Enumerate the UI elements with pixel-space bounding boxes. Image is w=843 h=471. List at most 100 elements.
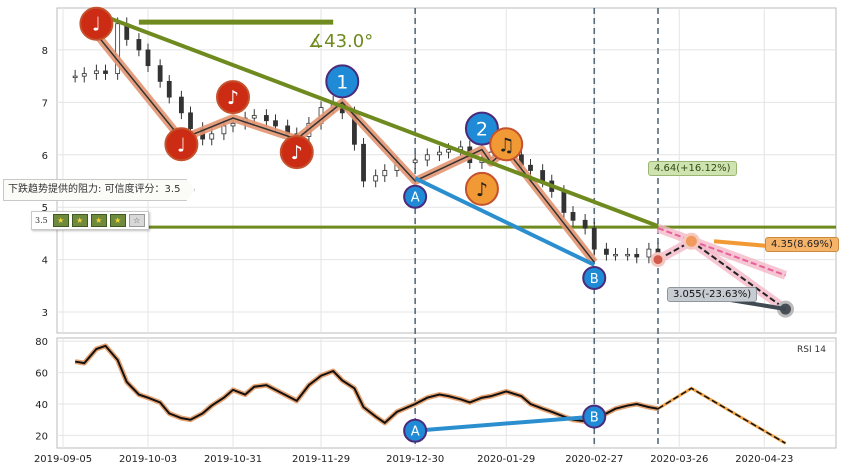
x-tick-label: 2019-12-30 (386, 454, 444, 465)
empty-star-icon: ☆ (128, 214, 145, 227)
pattern-marker-label: ♫ (498, 134, 515, 156)
candle-body (373, 175, 379, 182)
confidence-rating: 3.5 ★ ★ ★ ★ ☆ (31, 211, 149, 230)
x-tick-label: 2020-01-29 (477, 454, 535, 465)
target-low-badge: 3.055(-23.63%) (667, 287, 758, 302)
candle-body (646, 248, 652, 258)
candle-body (446, 149, 451, 153)
candle-body (93, 70, 99, 74)
pattern-marker (164, 127, 199, 162)
candle-body (251, 115, 257, 119)
candle-body (81, 73, 87, 77)
candle-body (103, 70, 108, 74)
candle-body (570, 212, 576, 221)
target-mid-arrow (713, 239, 769, 248)
candle-body (634, 253, 640, 258)
candle-body (361, 143, 366, 182)
y-tick-label: 6 (42, 151, 48, 162)
pattern-marker (216, 80, 250, 115)
rsi-divergence-label: A (411, 425, 420, 440)
candle-body (209, 133, 215, 140)
candle-body (72, 75, 78, 79)
x-tick-label: 2019-10-31 (204, 454, 262, 465)
star-icon: ★ (52, 214, 69, 227)
rsi-legend: RSI 14 (797, 345, 826, 355)
rsi-projection (657, 387, 786, 444)
projection-mid-dot (682, 232, 700, 250)
rsi-tick-label: 60 (35, 369, 48, 380)
rsi-tick-label: 20 (35, 431, 48, 442)
candle-body (166, 80, 172, 98)
pattern-marker (489, 127, 524, 162)
pattern-marker-label: ♪ (476, 179, 488, 201)
x-tick-label: 2019-09-05 (34, 454, 92, 465)
candle-body (561, 191, 567, 213)
candle-body (178, 96, 184, 114)
candle-body (412, 159, 418, 164)
pattern-marker-label: ♪ (291, 142, 303, 164)
y-tick-label: 8 (42, 46, 48, 57)
pattern-marker (582, 265, 607, 290)
rsi-divergence-line (414, 414, 595, 433)
target-mid-badge: 4.35(8.69%) (765, 237, 839, 252)
x-tick-label: 2019-11-29 (292, 454, 350, 465)
x-tick-label: 2020-03-26 (650, 454, 708, 465)
pattern-marker (279, 135, 314, 170)
pattern-marker (325, 64, 360, 99)
pattern-marker-label: ♩ (177, 134, 186, 156)
candle-body (437, 151, 442, 156)
pattern-marker-label: ♩ (92, 14, 101, 36)
rsi-tick-label: 80 (35, 337, 48, 348)
candle-body (136, 39, 142, 51)
x-tick-label: 2020-04-23 (735, 454, 793, 465)
candle-body (528, 164, 533, 171)
candle-body (230, 122, 236, 127)
support-line (414, 176, 596, 267)
candle-body (424, 154, 430, 161)
pattern-marker (79, 6, 114, 41)
pattern-marker-label: 1 (336, 71, 348, 93)
pattern-marker-label: 2 (476, 119, 488, 141)
rsi-divergence-label: B (590, 411, 599, 426)
star-icon: ★ (71, 214, 88, 227)
candle-body (221, 125, 227, 135)
rsi-panel (56, 337, 837, 449)
x-tick-label: 2020-02-27 (565, 454, 623, 465)
pattern-marker (464, 171, 499, 206)
y-tick-label: 5 (42, 203, 48, 214)
y-tick-label: 7 (42, 98, 48, 109)
star-icon: ★ (90, 214, 107, 227)
resistance-confidence-label: 下跌趋势提供的阻力: 可信度评分：3.5 (3, 179, 195, 201)
candle-body (603, 248, 609, 255)
projection-start-dot (650, 252, 666, 268)
y-tick-label: 3 (42, 308, 48, 319)
candle-body (591, 227, 597, 250)
rsi-divergence-marker (582, 404, 607, 429)
half-star-icon: ★ (109, 214, 126, 227)
y-tick-label: 4 (42, 256, 48, 267)
candle-body (145, 49, 151, 67)
candle-body (263, 115, 269, 122)
candle-body (188, 112, 193, 129)
candle-body (540, 170, 546, 182)
pattern-marker-label: A (411, 191, 420, 206)
candle-body (582, 219, 588, 229)
candle-body (625, 253, 631, 257)
candle-body (115, 23, 121, 74)
pattern-marker-label: ♪ (227, 87, 239, 109)
pattern-marker-label: B (590, 272, 599, 287)
confidence-score: 3.5 (35, 216, 48, 225)
downtrend-line (95, 11, 659, 228)
candle-body (157, 65, 163, 82)
trend-angle-label: ∡43.0° (308, 31, 374, 52)
rsi-divergence-marker (403, 418, 428, 443)
pattern-marker (403, 184, 428, 209)
target-up-badge: 4.64(+16.12%) (648, 161, 737, 176)
candle-body (382, 170, 388, 177)
candle-body (273, 120, 278, 127)
x-tick-label: 2019-10-03 (119, 454, 177, 465)
candle-body (613, 253, 618, 257)
pattern-marker (464, 111, 499, 146)
